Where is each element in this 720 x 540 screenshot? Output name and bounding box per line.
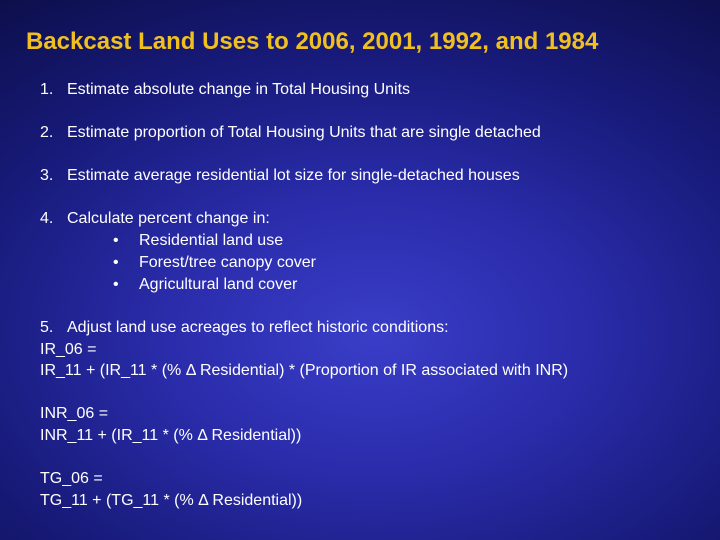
list-item-3: 3. Estimate average residential lot size … xyxy=(40,166,520,185)
list-item-5: 5. Adjust land use acreages to reflect hi… xyxy=(40,318,449,337)
item-text: Adjust land use acreages to reflect hist… xyxy=(67,319,449,336)
bullet-marker: • xyxy=(113,254,119,271)
item-number: 3. xyxy=(40,167,54,184)
bullet-marker: • xyxy=(113,276,119,293)
slide-title: Backcast Land Uses to 2006, 2001, 1992, … xyxy=(26,28,599,55)
item-number: 5. xyxy=(40,319,54,336)
bullet-item-forest: • Forest/tree canopy cover xyxy=(113,253,316,272)
equation-inr-rhs: INR_11 + (IR_11 * (% Δ Residential)) xyxy=(40,427,302,444)
bullet-item-agricultural: • Agricultural land cover xyxy=(113,275,297,294)
list-item-2: 2. Estimate proportion of Total Housing U… xyxy=(40,123,541,142)
item-number: 1. xyxy=(40,81,54,98)
item-number: 4. xyxy=(40,210,54,227)
equation-ir-lhs: IR_06 = xyxy=(40,341,97,358)
item-number: 2. xyxy=(40,124,54,141)
item-text: Estimate proportion of Total Housing Uni… xyxy=(67,124,541,141)
equation-ir-rhs: IR_11 + (IR_11 * (% Δ Residential) * (Pr… xyxy=(40,362,569,379)
item-text: Calculate percent change in: xyxy=(67,210,270,227)
bullet-text: Agricultural land cover xyxy=(139,276,298,293)
item-text: Estimate absolute change in Total Housin… xyxy=(67,81,411,98)
bullet-marker: • xyxy=(113,232,119,249)
list-item-4: 4. Calculate percent change in: xyxy=(40,209,270,228)
equation-tg-rhs: TG_11 + (TG_11 * (% Δ Residential)) xyxy=(40,492,303,509)
list-item-1: 1. Estimate absolute change in Total Hous… xyxy=(40,80,410,99)
bullet-text: Forest/tree canopy cover xyxy=(139,254,316,271)
bullet-text: Residential land use xyxy=(139,232,284,249)
equation-tg-lhs: TG_06 = xyxy=(40,470,103,487)
equation-inr-lhs: INR_06 = xyxy=(40,405,109,422)
item-text: Estimate average residential lot size fo… xyxy=(67,167,520,184)
bullet-item-residential: • Residential land use xyxy=(113,231,283,250)
